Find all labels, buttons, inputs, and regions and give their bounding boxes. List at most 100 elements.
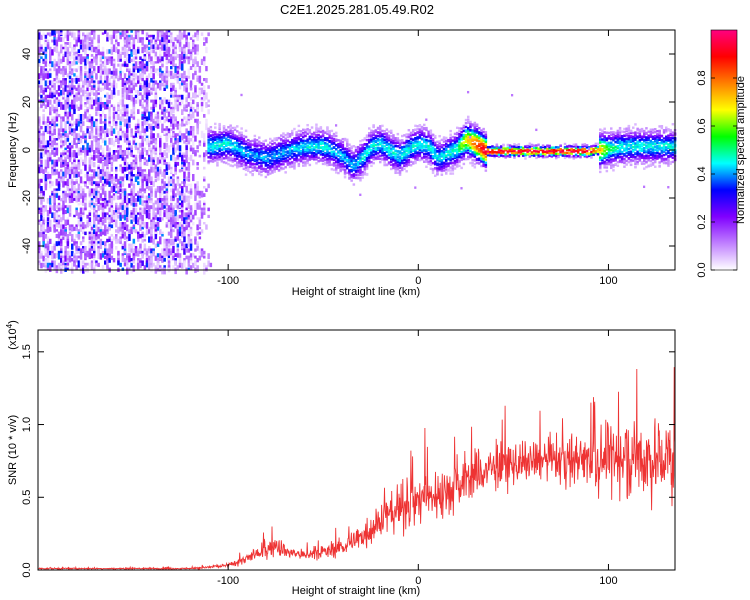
spectrogram-cell [117,238,120,244]
spectrogram-cell [383,130,386,133]
spectrogram-cell [165,116,169,122]
spectrogram-cell [394,171,397,175]
spectrogram-cell [143,87,147,91]
spectrogram-cell [156,56,160,64]
spectrogram-cell [148,198,151,203]
spectrogram-cell [412,129,415,132]
spectrogram-cell [82,116,85,121]
spectrogram-cell [40,169,43,173]
spectrogram-cell [53,90,56,94]
spectrogram-cell [255,138,259,142]
spectrogram-cell [244,168,248,172]
spectrogram-cell [165,142,169,150]
spectrogram-cell [178,214,182,219]
spectrogram-cell [183,154,186,158]
spectrogram-cell [341,159,345,162]
spectrogram-cell [77,202,81,206]
spectrogram-cell [143,188,147,192]
spectrogram-cell [139,66,142,70]
spectrogram-cell [253,142,257,146]
spectrogram-cell [90,130,94,136]
spectrogram-cell [106,260,109,268]
spectrogram-cell [57,78,61,83]
spectrogram-cell [132,78,136,82]
spectrogram-cell [84,111,87,119]
spectrogram-cell [379,147,382,150]
spectrogram-cell [196,150,199,153]
spectrogram-cell [137,123,140,127]
spectrogram-cell [86,99,89,105]
spectrogram-cell [209,156,213,160]
spectrogram-cell [82,90,85,97]
spectrogram-cell [134,49,138,56]
spectrogram-cell [104,205,107,209]
spectrogram-cell [145,49,149,54]
spectrogram-cell [145,174,149,180]
spectrogram-cell [130,202,133,206]
spectrogram-cell [326,148,329,152]
spectrogram-cell [359,162,362,165]
spectrogram-cell [40,250,43,256]
spectrogram-cell [93,32,96,40]
spectrogram-cell [295,131,298,134]
spectrogram-cell [71,188,74,193]
spectrogram-cell [75,188,78,195]
spectrogram-cell [420,130,424,133]
spectrogram-cell [163,32,166,39]
spectrogram-cell [139,56,142,60]
spectrogram-cell [317,151,320,154]
spectrogram-cell [286,132,290,135]
spectrogram-cell [66,49,70,56]
spectrogram-cell [66,46,70,50]
spectrogram-cell [238,153,241,157]
spectrogram-cell [385,146,389,150]
spectrogram-cell [110,207,114,215]
spectrogram-cell [97,133,100,137]
spectrogram-cell [141,135,144,143]
spectrogram-cell [132,212,136,216]
spectrogram-cell [196,75,199,80]
spectrogram-cell [165,109,169,113]
spectrogram-cell [383,138,386,142]
spectrogram-cell [51,205,54,210]
spectrogram-cell [95,224,98,230]
spectrogram-cell [53,166,56,171]
spectrogram-cell [123,39,127,44]
spectrogram-cell [211,130,215,134]
spectrogram-cell [187,49,191,55]
spectrogram-cell [55,229,59,232]
spectrogram-cell [121,46,125,51]
spectrogram-cell [161,190,164,195]
spectrogram-cell [218,155,221,159]
spectrogram-cell [139,171,142,178]
spectrogram-cell [315,162,318,165]
spectrogram-cell [396,137,400,140]
spectrogram-cell [90,246,94,250]
spectrogram-cell [97,183,100,187]
spectrogram-cell [97,205,100,211]
spectrogram-cell [275,143,279,146]
spectrogram-cell [101,212,105,220]
spectrogram-cell [181,135,184,141]
spectrogram-cell [167,102,171,109]
spectrogram-cell [187,262,191,267]
spectrogram-cell [251,163,254,166]
spectrogram-cell [123,231,127,239]
spectrogram-cell [372,133,375,136]
spectrogram-cell [46,85,50,89]
spectrogram-cell [214,126,217,129]
spectrogram-cell [207,104,210,108]
spectrogram-cell [62,236,65,240]
spectrogram-cell [418,158,422,161]
spectrogram-cell [293,167,296,170]
spectrogram-cell [414,148,417,151]
spectrogram-cell [216,137,219,140]
spectrogram-cell [361,152,364,156]
spectrogram-cell [137,130,140,134]
spectrogram-cell [255,157,259,160]
spectrogram-cell [185,39,188,44]
spectrogram-cell [141,142,144,147]
spectrogram-cell [394,161,397,165]
spectrogram-cell [101,32,105,35]
spectrogram-cell [192,34,195,38]
